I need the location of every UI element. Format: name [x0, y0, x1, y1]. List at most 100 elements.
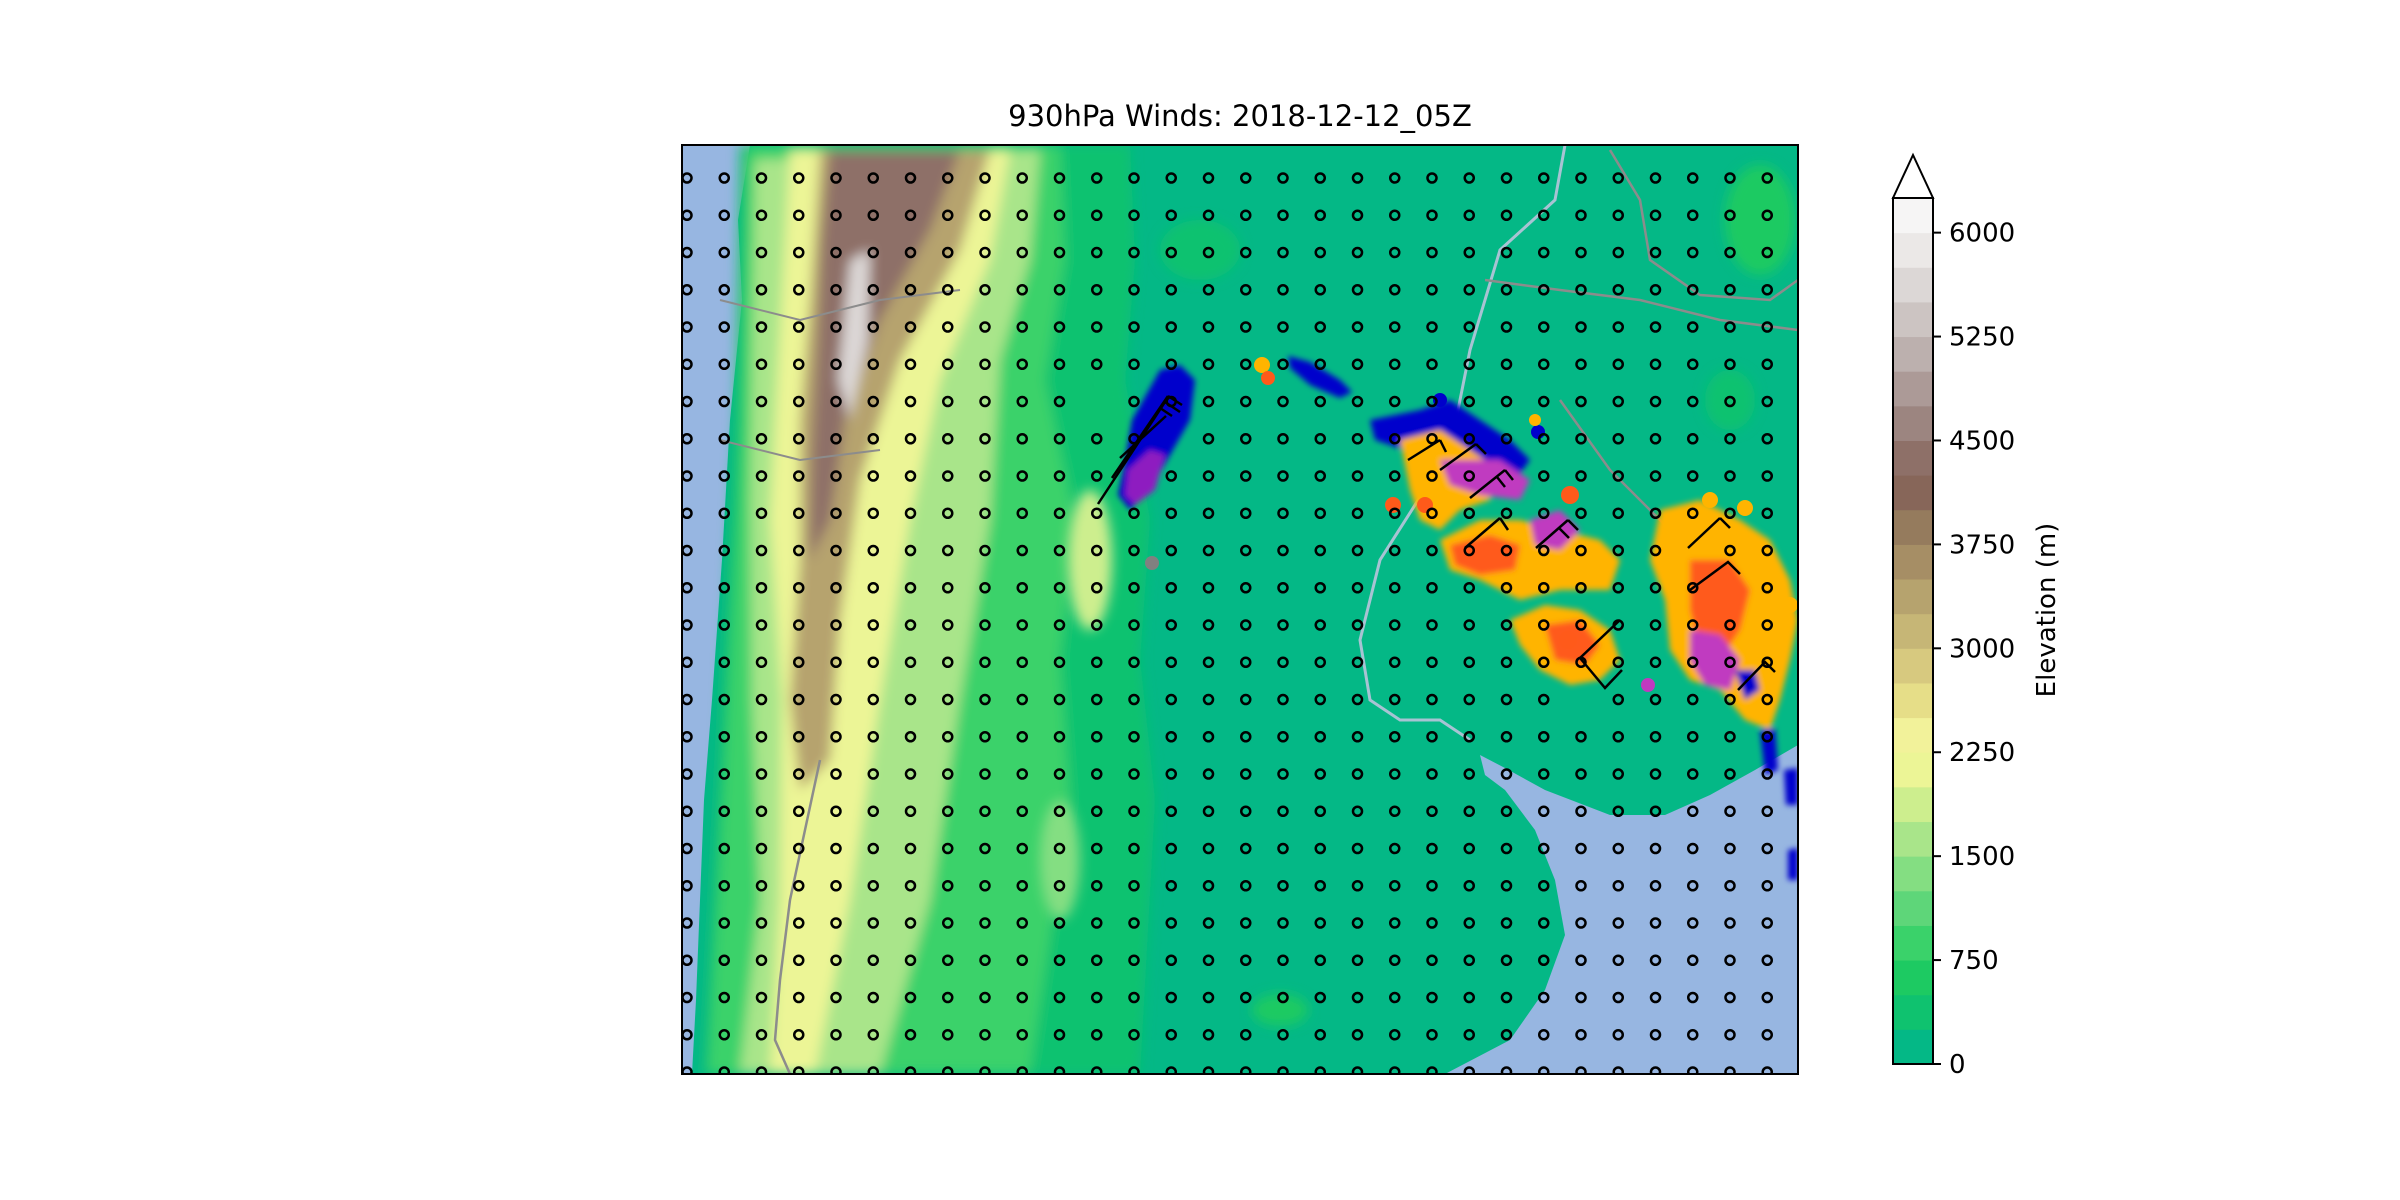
calm-wind-circle: [1426, 731, 1438, 743]
calm-wind-circle: [1202, 619, 1215, 631]
calm-wind-circle: [1463, 209, 1475, 221]
calm-wind-circle: [1277, 842, 1289, 855]
border-line-1: [1608, 149, 1798, 302]
calm-wind-circle: [1687, 731, 1699, 743]
calm-wind-circle: [1724, 358, 1736, 370]
calm-wind-circle: [867, 619, 879, 631]
calm-wind-circle: [1314, 470, 1326, 482]
calm-wind-circle: [867, 470, 879, 482]
calm-wind-circle: [979, 470, 991, 482]
calm-wind-circle: [1761, 284, 1773, 296]
calm-wind-circle: [1649, 656, 1662, 668]
calm-wind-circle: [1351, 656, 1364, 668]
calm-wind-circle: [755, 507, 768, 519]
calm-wind-circle: [1538, 1066, 1550, 1074]
calm-wind-circle: [979, 954, 991, 966]
calm-wind-circle: [755, 880, 768, 892]
colorbar-band: [1893, 198, 1933, 234]
calm-wind-circle: [942, 321, 954, 333]
calm-wind-circle: [1649, 805, 1662, 817]
calm-wind-circle: [1612, 470, 1624, 482]
colorbar-tick-label: 2250: [1949, 738, 2015, 768]
calm-wind-circle: [1724, 693, 1736, 706]
calm-wind-circle: [1091, 172, 1103, 184]
calm-wind-circle: [718, 321, 730, 333]
calm-wind-circle: [1389, 507, 1401, 519]
calm-wind-circle: [1091, 693, 1103, 706]
calm-wind-circle: [904, 1029, 917, 1041]
calm-wind-circle: [1649, 209, 1662, 221]
calm-wind-circle: [904, 246, 917, 259]
calm-wind-circle: [718, 805, 730, 817]
calm-wind-circle: [904, 358, 917, 370]
calm-wind-circle: [1277, 768, 1289, 780]
calm-wind-circle: [1351, 395, 1364, 408]
calm-wind-circle: [1016, 507, 1028, 519]
calm-wind-circle: [1426, 172, 1438, 184]
calm-wind-circle: [1277, 693, 1289, 706]
calm-wind-circle: [1724, 731, 1736, 743]
calm-wind-circle: [1500, 1029, 1513, 1041]
river-line: [1358, 145, 1567, 742]
border-line-6: [719, 439, 881, 462]
calm-wind-circle: [867, 1029, 879, 1041]
calm-wind-circle: [1649, 284, 1662, 296]
calm-wind-circle: [1538, 917, 1550, 929]
calm-wind-circle: [1761, 544, 1773, 557]
calm-wind-circle: [793, 1066, 805, 1074]
calm-wind-circle: [1612, 1066, 1624, 1074]
calm-wind-circle: [793, 805, 805, 817]
calm-wind-circle: [1500, 656, 1513, 668]
calm-wind-circle: [1053, 693, 1066, 706]
calm-wind-circle: [1351, 917, 1364, 929]
calm-wind-circle: [1053, 358, 1066, 370]
calm-wind-circle: [1538, 768, 1550, 780]
colorbar-band: [1893, 613, 1933, 649]
calm-wind-circle: [1277, 544, 1289, 557]
calm-wind-circle: [1575, 880, 1587, 892]
calm-wind-circle: [1240, 693, 1252, 706]
calm-wind-circle: [1538, 1029, 1550, 1041]
calm-wind-circle: [904, 619, 917, 631]
calm-wind-circle: [718, 731, 730, 743]
calm-wind-circle: [1649, 1066, 1662, 1074]
calm-wind-circle: [1426, 954, 1438, 966]
calm-wind-circle: [1091, 954, 1103, 966]
calm-wind-circle: [1016, 1029, 1028, 1041]
calm-wind-circle: [1575, 954, 1587, 966]
calm-wind-circle: [1314, 209, 1326, 221]
calm-wind-circle: [1128, 284, 1140, 296]
colorbar-band: [1893, 405, 1933, 441]
calm-wind-circle: [1687, 209, 1699, 221]
calm-wind-circle: [1389, 246, 1401, 259]
calm-wind-circle: [1724, 1066, 1736, 1074]
calm-wind-circle: [1426, 470, 1438, 482]
calm-wind-circle: [1016, 582, 1028, 594]
calm-wind-circle: [1351, 731, 1364, 743]
calm-wind-circle: [1649, 172, 1662, 184]
calm-wind-circle: [1426, 619, 1438, 631]
calm-wind-circle: [1687, 1066, 1699, 1074]
calm-wind-circle: [1128, 991, 1140, 1004]
calm-wind-circle: [904, 656, 917, 668]
calm-wind-circle: [1761, 991, 1773, 1004]
calm-wind-circle: [1314, 917, 1326, 929]
calm-wind-circle: [1761, 582, 1773, 594]
calm-wind-circle: [1277, 209, 1289, 221]
calm-wind-circle: [1538, 209, 1550, 221]
calm-wind-circle: [1240, 358, 1252, 370]
calm-wind-circle: [718, 917, 730, 929]
calm-wind-circle: [1277, 991, 1289, 1004]
calm-wind-circle: [1240, 209, 1252, 221]
colorbar-band: [1893, 752, 1933, 788]
calm-wind-circle: [1761, 395, 1773, 408]
calm-wind-circle: [793, 991, 805, 1004]
calm-wind-circle: [867, 991, 879, 1004]
calm-wind-circle: [718, 507, 730, 519]
calm-wind-circle: [979, 693, 991, 706]
calm-wind-circle: [1128, 507, 1140, 519]
calm-wind-circle: [1053, 842, 1066, 855]
calm-wind-circle: [793, 395, 805, 408]
calm-wind-circle: [942, 507, 954, 519]
